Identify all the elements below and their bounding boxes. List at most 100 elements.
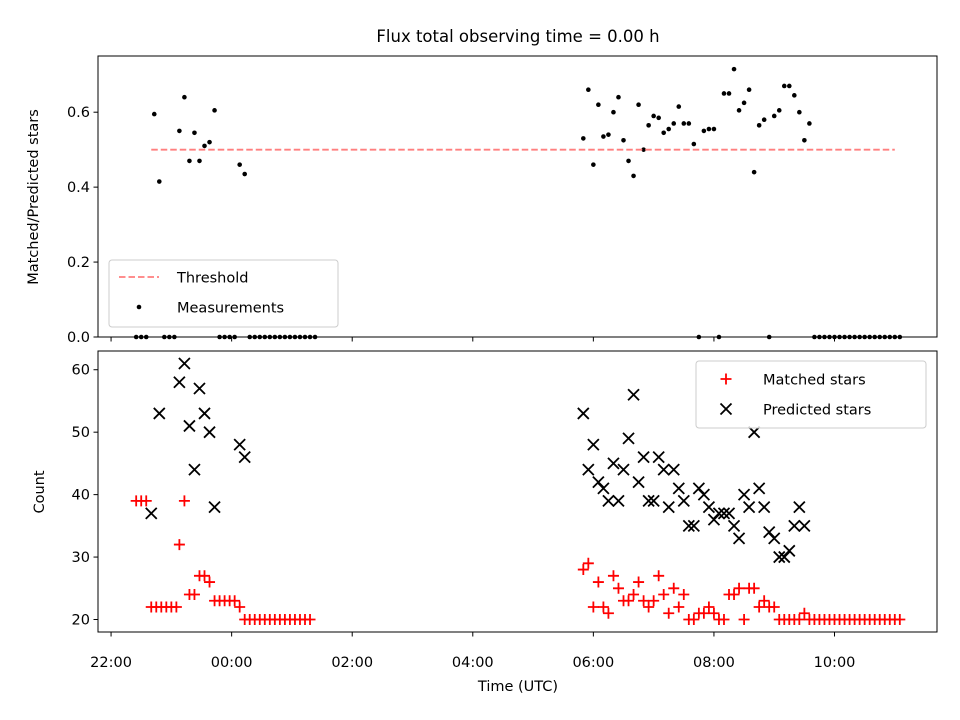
measurement-point <box>631 173 636 179</box>
measurement-point <box>781 83 787 89</box>
x-tick-label: 08:00 <box>693 655 735 671</box>
y-tick-label: 40 <box>72 488 90 504</box>
predicted-star-point <box>602 494 615 508</box>
matched-stars-points <box>130 495 906 626</box>
matched-star-point <box>663 607 675 619</box>
ratio-legend-box <box>108 259 339 328</box>
predicted-star-point <box>188 463 201 476</box>
measurement-point <box>586 87 591 93</box>
measurement-point <box>621 138 626 143</box>
measurement-point <box>596 102 601 108</box>
measurement-point <box>802 138 807 143</box>
predicted-star-point <box>178 357 191 370</box>
matched-star-point <box>638 595 650 607</box>
measurement-point <box>797 109 802 115</box>
measurement-point <box>771 113 777 119</box>
predicted-star-point <box>642 494 655 508</box>
ratio-y-ticks: 0.0 0.2 0.4 0.6 <box>67 105 98 346</box>
y-tick-label: 0.0 <box>67 330 90 346</box>
matched-star-point <box>653 570 665 582</box>
measurement-point <box>237 162 242 167</box>
measurement-point <box>591 162 596 167</box>
measurement-point <box>636 102 641 108</box>
measurements-legend-label: Measurements <box>177 301 284 317</box>
predicted-star-point <box>647 494 660 508</box>
x-tick-label: 00:00 <box>211 655 253 671</box>
measurement-point <box>776 108 782 113</box>
measurement-point <box>626 158 631 164</box>
matched-star-point <box>204 576 216 588</box>
predicted-legend-swatch <box>719 402 733 416</box>
count-legend-box <box>695 360 927 429</box>
x-tick-label: 04:00 <box>452 655 494 671</box>
predicted-stars-points <box>145 357 811 564</box>
x-axis-label: Time (UTC) <box>477 679 558 695</box>
predicted-star-point <box>652 451 665 464</box>
y-tick-label: 30 <box>72 550 90 566</box>
matched-star-point <box>577 564 589 576</box>
predicted-star-point <box>208 500 221 514</box>
count-y-ticks: 20 30 40 50 60 <box>72 363 98 629</box>
measurement-point <box>177 128 182 134</box>
predicted-star-point <box>203 426 216 439</box>
predicted-star-point <box>798 519 811 532</box>
count-panel-frame <box>97 350 938 633</box>
measurement-point <box>711 126 717 132</box>
predicted-star-point <box>742 500 756 514</box>
measurement-point <box>212 108 217 113</box>
predicted-star-point <box>768 532 781 545</box>
matched-star-point <box>628 589 640 601</box>
predicted-star-point <box>637 451 650 464</box>
predicted-star-point <box>617 463 630 476</box>
measurement-point <box>646 123 651 128</box>
measurement-point <box>761 117 767 122</box>
measurements-legend-swatch <box>136 304 142 310</box>
threshold-legend-label: Threshold <box>176 271 248 287</box>
predicted-star-point <box>687 519 700 532</box>
predicted-star-point <box>657 463 670 476</box>
predicted-star-point <box>183 419 196 433</box>
measurement-point <box>202 143 207 149</box>
matched-star-point <box>768 601 780 613</box>
matched-star-point <box>758 595 770 607</box>
measurement-point <box>656 115 661 121</box>
measurement-point <box>151 111 157 117</box>
y-tick-label: 60 <box>72 363 90 379</box>
matched-star-point <box>612 582 624 594</box>
predicted-star-point <box>597 482 610 495</box>
matched-star-point <box>698 607 710 619</box>
measurement-point <box>207 139 212 145</box>
y-tick-label: 20 <box>72 613 90 629</box>
measurement-point <box>601 134 606 139</box>
matched-star-point <box>668 582 680 594</box>
matched-star-point <box>703 601 715 613</box>
matched-star-point <box>643 601 655 613</box>
predicted-star-point <box>727 519 741 532</box>
measurement-point <box>756 123 762 128</box>
matched-star-point <box>623 595 635 607</box>
matched-star-point <box>199 570 211 582</box>
predicted-star-point <box>758 500 771 514</box>
measurement-point <box>192 130 197 136</box>
predicted-star-point <box>737 488 751 501</box>
matched-star-point <box>170 601 182 613</box>
matched-star-point <box>708 607 720 619</box>
measurement-point <box>611 109 616 115</box>
measurement-point <box>736 108 742 113</box>
matched-star-point <box>678 589 690 601</box>
predicted-star-point <box>153 407 166 420</box>
y-tick-label: 0.2 <box>67 255 90 271</box>
matched-star-point <box>748 582 760 594</box>
matched-star-point <box>688 614 700 626</box>
matched-legend-swatch <box>720 373 732 385</box>
predicted-star-point <box>702 500 716 514</box>
matched-star-point <box>607 570 619 582</box>
ratio-panel-frame <box>97 55 938 338</box>
count-legend: Matched stars Predicted stars <box>695 360 927 429</box>
measurement-point <box>701 128 707 134</box>
measurement-point <box>666 126 672 132</box>
matched-star-point <box>633 576 645 588</box>
measurement-point <box>726 91 732 96</box>
predicted-star-point <box>672 482 685 495</box>
